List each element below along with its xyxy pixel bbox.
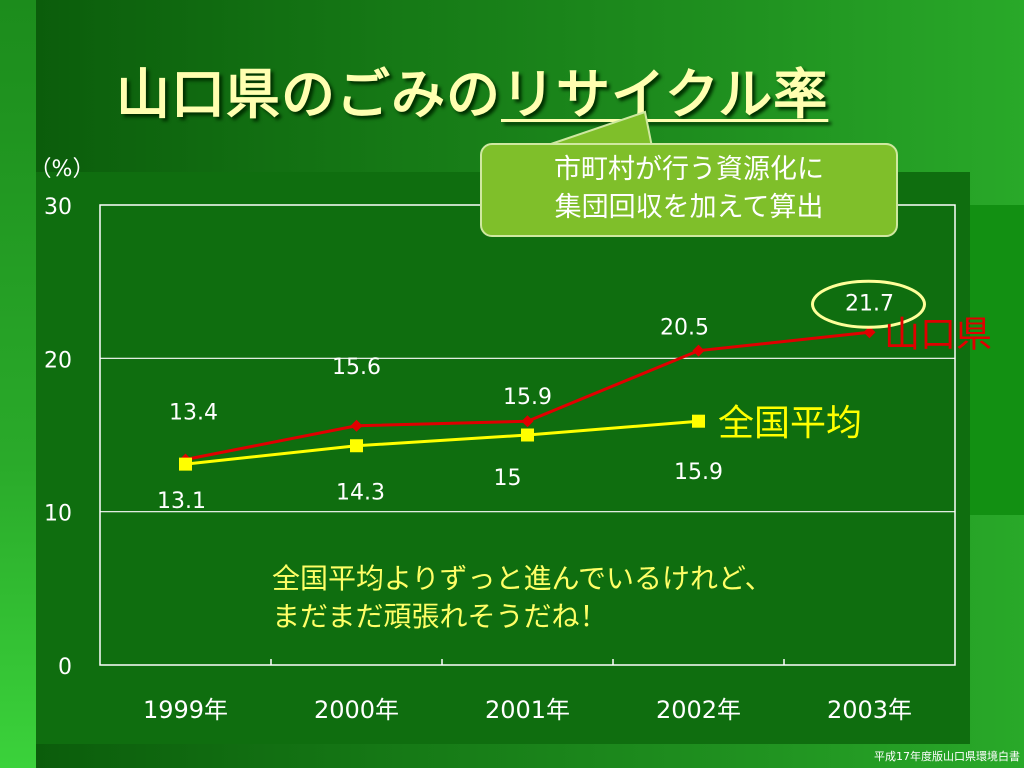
title-plain: 山口県のごみの: [116, 63, 501, 126]
data-point-marker: [521, 415, 534, 428]
data-label: 20.5: [660, 316, 709, 341]
data-point-marker: [350, 439, 363, 453]
series-line: [185, 419, 699, 466]
callout-line-2: 集団回収を加えて算出: [554, 192, 824, 223]
y-tick-label: 10: [44, 502, 72, 527]
x-tick-label: 2001年: [485, 696, 570, 724]
data-label: 13.1: [157, 489, 206, 514]
callout-box: 市町村が行う資源化に 集団回収を加えて算出: [480, 143, 898, 237]
y-tick-label: 0: [58, 655, 72, 680]
data-point-marker: [692, 414, 705, 428]
series-name-label: 山口県: [884, 314, 992, 355]
highlight-ellipse: [811, 279, 926, 329]
x-tick-label: 2000年: [314, 696, 399, 724]
data-label: 13.4: [169, 401, 218, 426]
y-tick-label: 20: [44, 348, 72, 373]
data-point-marker: [692, 344, 705, 357]
background-strip-left: [0, 0, 36, 768]
comment-text: 全国平均よりずっと進んでいるけれど、 まだまだ頑張れそうだね！: [272, 560, 773, 636]
source-footnote: 平成17年度版山口県環境白書: [874, 750, 1020, 763]
slide-title: 山口県のごみのリサイクル率: [116, 50, 828, 129]
x-tick-label: 1999年: [143, 696, 228, 724]
series-name-label: 全国平均: [718, 403, 862, 444]
data-label: 15.9: [503, 385, 552, 410]
data-point-marker: [179, 457, 192, 471]
background-strip-right: [968, 205, 1024, 515]
comment-line-2: まだまだ頑張れそうだね！: [272, 600, 608, 633]
data-point-marker: [350, 419, 363, 432]
data-label: 15.6: [332, 355, 381, 380]
title-underlined: リサイクル率: [501, 63, 829, 126]
x-tick-label: 2003年: [827, 696, 912, 724]
data-point-marker: [521, 428, 534, 442]
x-tick-label: 2002年: [656, 696, 741, 724]
data-label: 21.7: [845, 291, 894, 316]
y-tick-label: 30: [44, 195, 72, 220]
y-axis-label: （%）: [30, 157, 95, 182]
data-label: 15: [494, 466, 522, 491]
data-label: 15.9: [674, 460, 723, 485]
callout-tail: [547, 110, 654, 149]
callout-line-1: 市町村が行う資源化に: [554, 154, 824, 185]
comment-line-1: 全国平均よりずっと進んでいるけれど、: [272, 562, 773, 595]
data-label: 14.3: [336, 481, 385, 506]
data-point-marker: [863, 326, 876, 339]
